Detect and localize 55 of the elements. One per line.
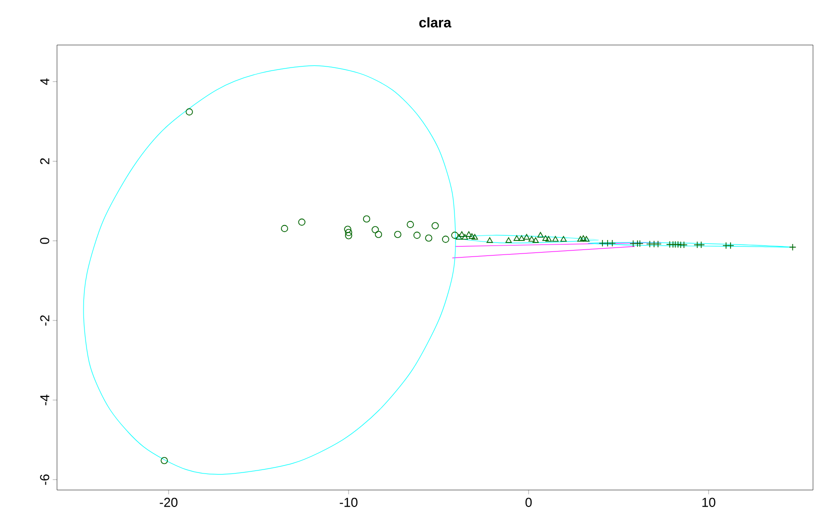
chart-title: clara [419, 17, 452, 28]
y-tick-label: -2 [40, 315, 50, 326]
point [462, 234, 468, 240]
x-tick-label: -20 [160, 498, 178, 507]
point [432, 222, 439, 230]
point [442, 236, 450, 243]
point [363, 215, 370, 223]
point [466, 231, 472, 237]
y-tick-label: 4 [40, 78, 50, 85]
point [505, 237, 512, 243]
point [552, 236, 559, 242]
y-tick-label: -6 [40, 474, 50, 485]
point [532, 237, 539, 243]
point [394, 230, 402, 238]
point [545, 236, 552, 242]
point [372, 226, 379, 234]
point [583, 236, 590, 242]
point [468, 233, 476, 239]
point [608, 240, 616, 247]
point [560, 236, 567, 242]
y-tick-label: 2 [40, 158, 50, 164]
point [451, 232, 458, 239]
y-tick-label: 0 [40, 238, 50, 244]
point [472, 234, 478, 240]
point [518, 235, 525, 241]
point [528, 236, 535, 242]
point [374, 230, 382, 238]
point [413, 232, 421, 239]
point [345, 228, 352, 236]
point [298, 218, 306, 226]
point [345, 232, 352, 240]
point [694, 241, 701, 248]
x-tick-label: 10 [702, 498, 716, 507]
point [698, 241, 705, 248]
point [646, 240, 654, 248]
y-tick-label: -4 [40, 394, 50, 406]
x-tick-label: -10 [340, 498, 358, 507]
point [458, 231, 465, 237]
point [425, 234, 432, 242]
point [344, 226, 352, 233]
point [523, 234, 530, 240]
point [598, 240, 606, 247]
point [280, 224, 288, 232]
point [580, 235, 586, 241]
point [406, 220, 414, 228]
point [604, 240, 612, 247]
point [577, 236, 584, 242]
point [186, 108, 193, 116]
point [514, 235, 520, 241]
point [537, 232, 544, 238]
point [160, 456, 168, 464]
point [542, 235, 549, 241]
point [486, 237, 493, 243]
x-tick-label: 0 [526, 498, 532, 507]
point [789, 244, 796, 251]
